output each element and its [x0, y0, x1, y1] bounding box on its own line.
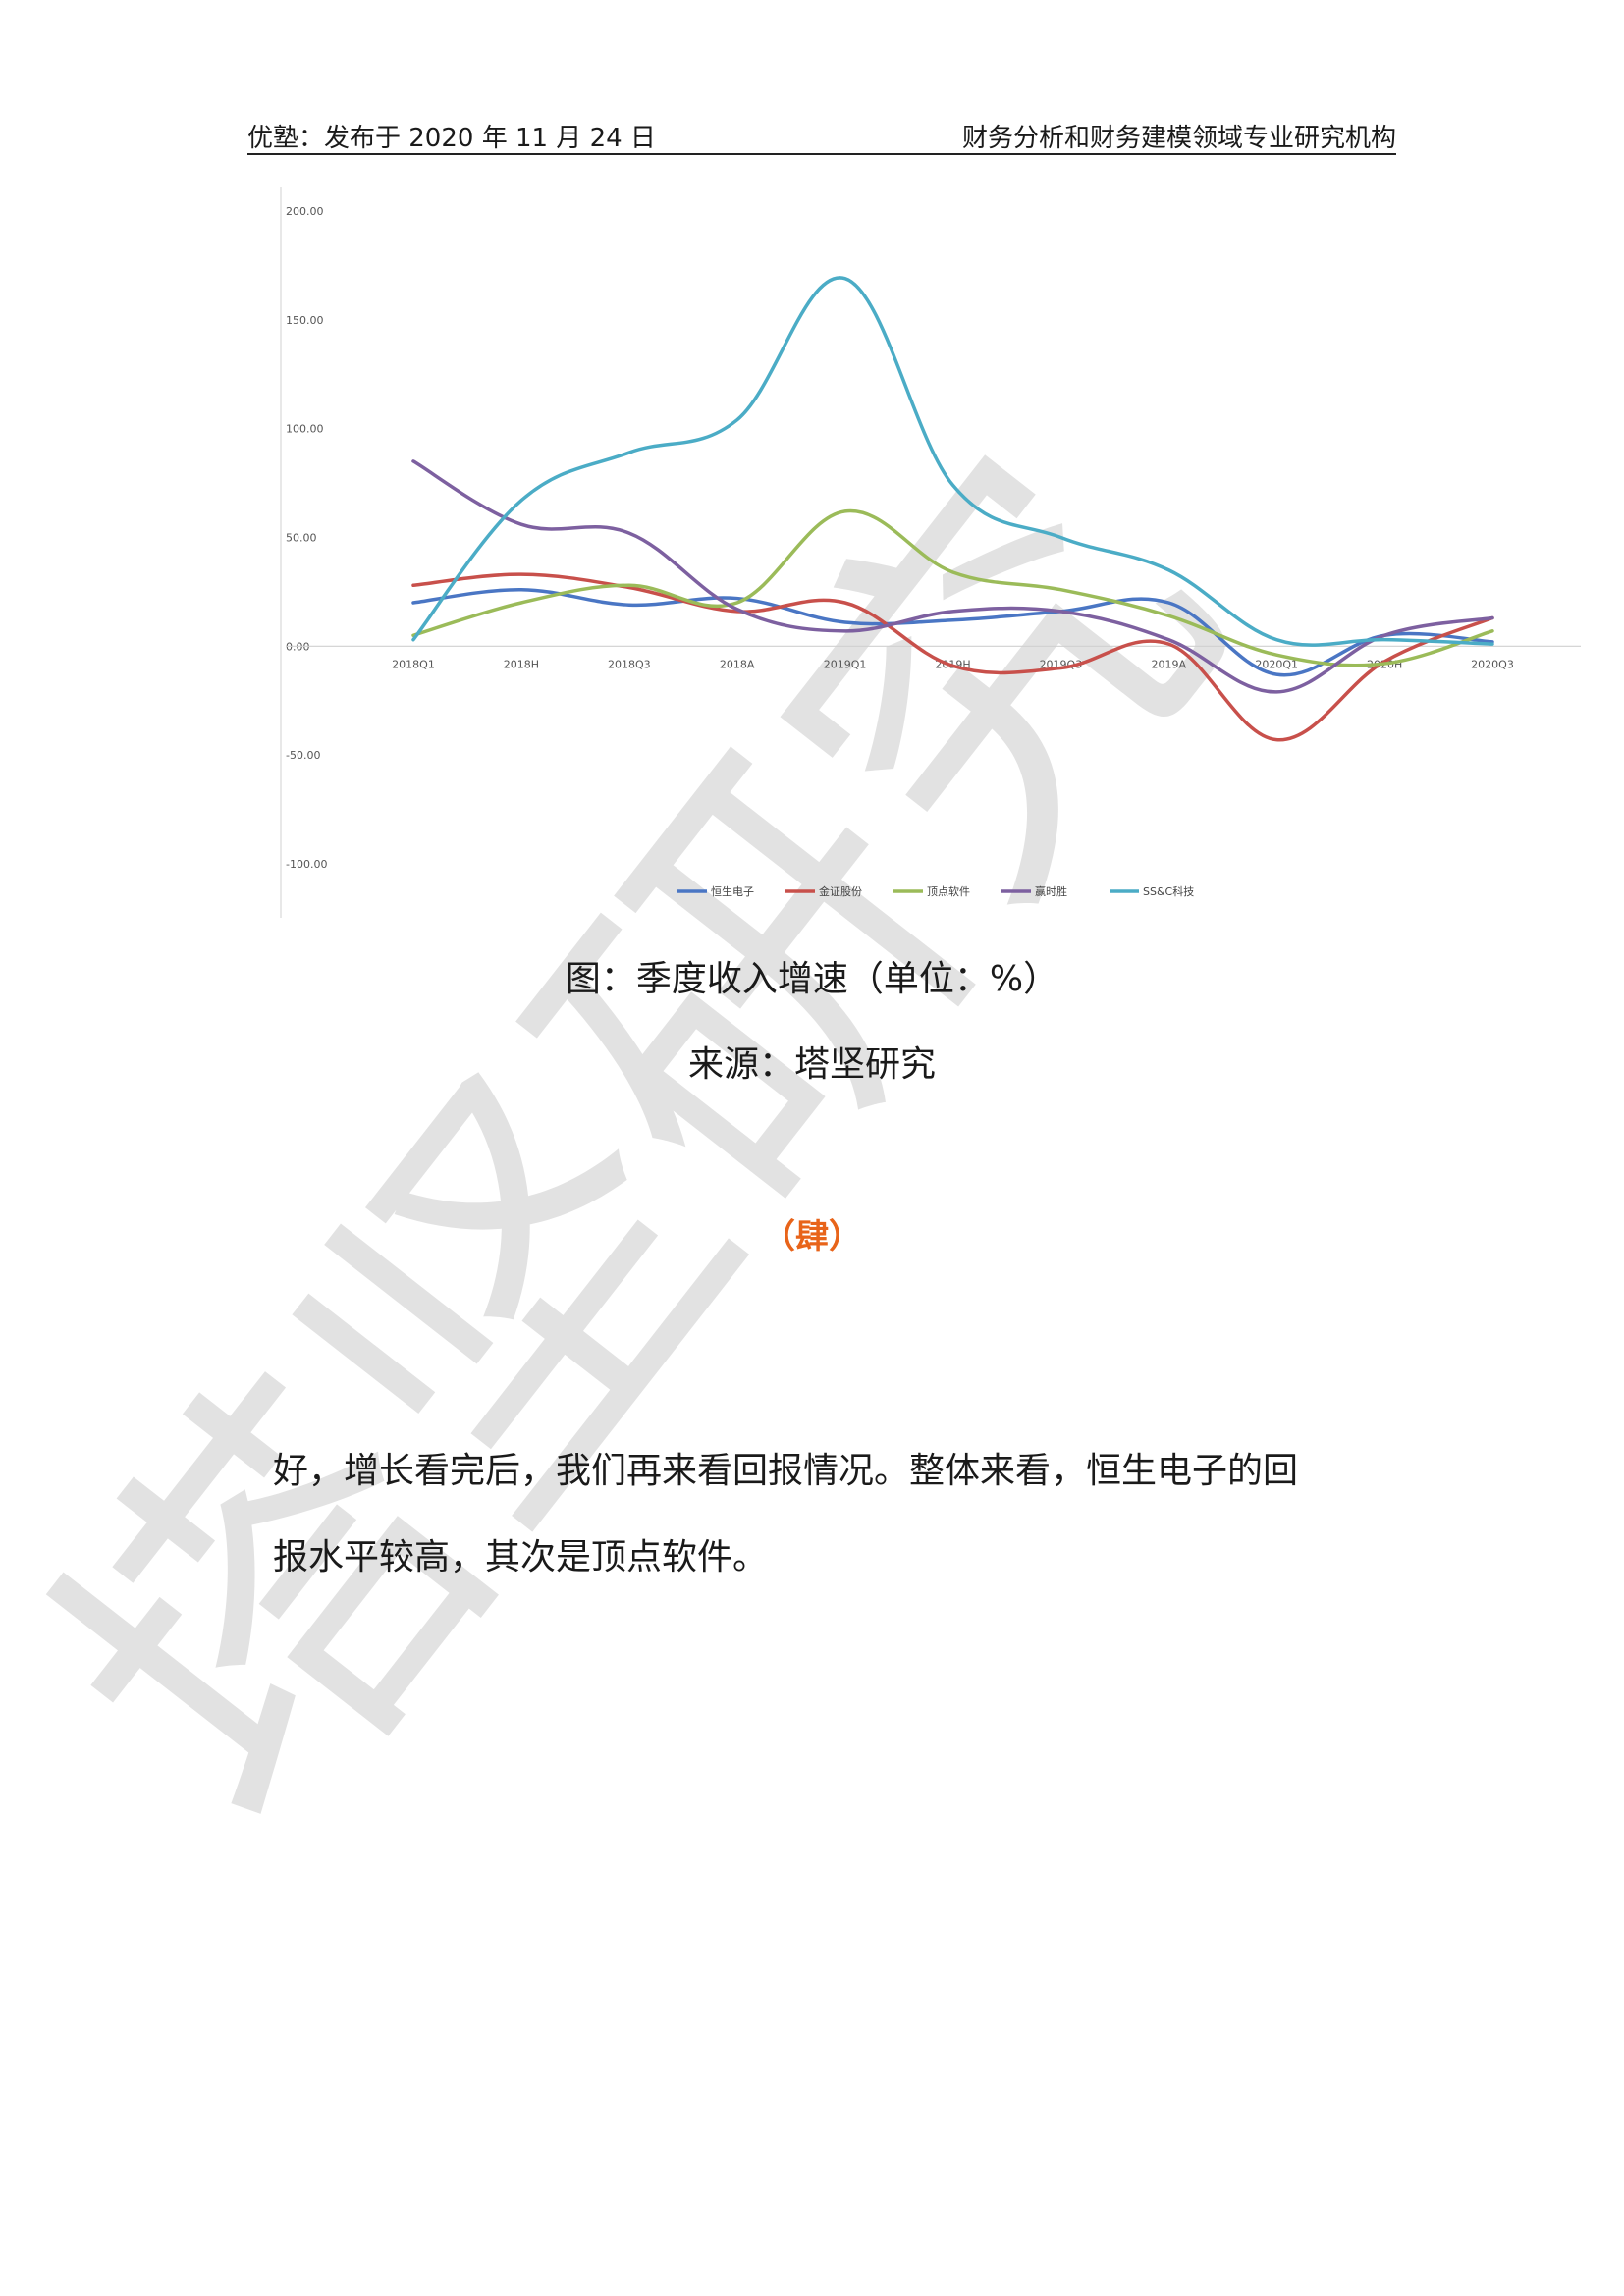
legend-label: 恒生电子 [711, 884, 754, 898]
x-tick-label: 2018Q3 [608, 658, 651, 670]
y-tick-label: 150.00 [286, 314, 324, 327]
page-header: 优塾：发布于 2020 年 11 月 24 日 财务分析和财务建模领域专业研究机… [247, 116, 1396, 155]
y-tick-label: 200.00 [286, 205, 324, 218]
legend-label: SS&C科技 [1143, 884, 1194, 898]
x-tick-label: 2018A [720, 658, 755, 670]
legend-label: 赢时胜 [1035, 884, 1067, 898]
series-line-2 [411, 572, 1494, 742]
x-tick-label: 2018Q1 [392, 658, 435, 670]
revenue-growth-chart: 200.00 150.00 100.00 50.00 0.00 -50.00 -100.00… [250, 187, 1586, 923]
body-line-2: 报水平较高，其次是顶点软件。 [273, 1537, 769, 1577]
legend-label: 顶点软件 [927, 884, 970, 898]
x-tick-label: 2020Q3 [1471, 658, 1514, 670]
y-tick-label: -100.00 [286, 858, 327, 871]
body-paragraph: 好，增长看完后，我们再来看回报情况。整体来看，恒生电子的回 报水平较高，其次是顶… [273, 1428, 1382, 1601]
x-tick-label: 2019Q1 [824, 658, 867, 670]
series-line-1 [411, 587, 1494, 677]
y-tick-label: -50.00 [286, 749, 320, 762]
x-tick-label: 2018H [504, 658, 539, 670]
body-line-1: 好，增长看完后，我们再来看回报情况。整体来看，恒生电子的回 [273, 1451, 1299, 1491]
line-chart-svg: 200.00150.00100.0050.000.00-50.00-100.00… [280, 187, 1581, 918]
header-org-tagline: 财务分析和财务建模领域专业研究机构 [961, 124, 1396, 153]
header-publish-date: 优塾：发布于 2020 年 11 月 24 日 [247, 124, 656, 153]
series-line-4 [411, 459, 1494, 694]
x-tick-label: 2020Q1 [1255, 658, 1298, 670]
series-line-3 [411, 508, 1494, 667]
series-line-5 [411, 276, 1494, 647]
chart-caption-title: 图：季度收入增速（单位：%） [565, 959, 1059, 999]
legend-label: 金证股份 [819, 884, 862, 898]
y-tick-label: 50.00 [286, 532, 317, 545]
x-tick-label: 2019A [1152, 658, 1187, 670]
y-tick-label: 100.00 [286, 423, 324, 436]
chart-caption-source: 来源：塔坚研究 [687, 1044, 936, 1085]
section-number: （肆） [762, 1217, 862, 1256]
